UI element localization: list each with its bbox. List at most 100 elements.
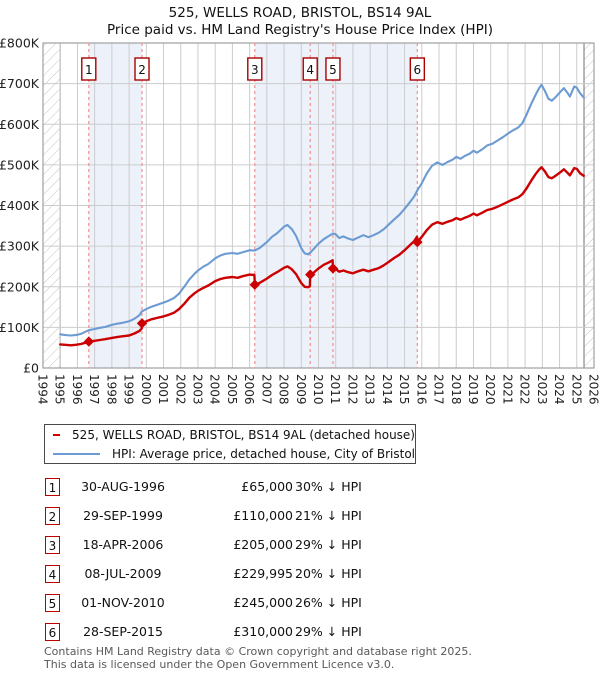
sale-number-label: 1 bbox=[85, 63, 93, 77]
x-axis-tick-label: 1995 bbox=[53, 374, 67, 405]
sale-vs-hpi: 20% ↓ HPI bbox=[295, 566, 362, 581]
y-axis-tick-label: £300K bbox=[0, 239, 40, 254]
sale-number-badge: 4 bbox=[45, 565, 60, 583]
license-footer: Contains HM Land Registry data © Crown c… bbox=[44, 645, 584, 671]
sale-vs-hpi: 29% ↓ HPI bbox=[295, 624, 362, 639]
x-axis-tick-label: 2018 bbox=[449, 374, 463, 405]
x-axis-tick-label: 1996 bbox=[70, 374, 84, 405]
x-axis-tick-label: 2005 bbox=[225, 374, 239, 405]
footer-line-2: This data is licensed under the Open Gov… bbox=[44, 657, 395, 671]
sale-price: £245,000 bbox=[233, 595, 293, 610]
sale-number-box bbox=[81, 57, 97, 81]
gridlines bbox=[42, 42, 595, 369]
x-axis-tick-label: 2009 bbox=[294, 374, 308, 405]
page-subtitle: Price paid vs. HM Land Registry's House … bbox=[107, 22, 493, 38]
legend-row-property: 525, WELLS ROAD, BRISTOL, BS14 9AL (deta… bbox=[45, 426, 415, 444]
y-axis-tick-label: £500K bbox=[0, 157, 40, 172]
y-axis-tick-label: £400K bbox=[0, 198, 40, 213]
y-axis-tick-label: £600K bbox=[0, 117, 40, 132]
sale-number-badge: 5 bbox=[45, 594, 60, 612]
legend-property-label: 525, WELLS ROAD, BRISTOL, BS14 9AL (deta… bbox=[72, 428, 415, 442]
x-axis-tick-label: 2000 bbox=[139, 374, 153, 405]
hpi-line-swatch bbox=[53, 453, 101, 455]
x-axis-tick-label: 2026 bbox=[587, 374, 600, 405]
sale-number-badge: 3 bbox=[45, 536, 60, 554]
sale-price: £205,000 bbox=[233, 537, 293, 552]
x-axis-tick-label: 1997 bbox=[87, 374, 101, 405]
x-axis-tick-label: 2019 bbox=[466, 374, 480, 405]
x-axis-tick-label: 2003 bbox=[190, 374, 204, 405]
x-axis-tick-label: 2011 bbox=[328, 374, 342, 405]
x-axis-tick-label: 2023 bbox=[535, 374, 549, 405]
x-axis-tick-label: 2002 bbox=[173, 374, 187, 405]
sale-point-marker bbox=[305, 269, 316, 280]
sale-point-marker bbox=[412, 236, 423, 248]
sale-number-box bbox=[409, 57, 426, 81]
table-row: 3 18-APR-2006 £205,000 29% ↓ HPI bbox=[45, 532, 565, 561]
x-axis-tick-label: 2024 bbox=[552, 374, 566, 405]
sale-date: 30-AUG-1996 bbox=[81, 479, 165, 494]
x-axis-tick-label: 2016 bbox=[414, 374, 428, 405]
y-axis-tick-label: £800K bbox=[0, 36, 40, 51]
x-axis-tick-label: 1998 bbox=[104, 374, 118, 405]
x-axis-tick-label: 2025 bbox=[569, 374, 583, 405]
sale-price: £229,995 bbox=[233, 566, 293, 581]
sale-number-box bbox=[247, 57, 263, 81]
x-axis-tick-label: 2001 bbox=[156, 374, 170, 405]
table-row: 5 01-NOV-2010 £245,000 26% ↓ HPI bbox=[45, 590, 565, 619]
x-axis-tick-label: 2007 bbox=[259, 374, 273, 405]
x-axis-tick-label: 2014 bbox=[380, 374, 394, 405]
sale-date: 08-JUL-2009 bbox=[84, 566, 162, 581]
sale-date: 29-SEP-1999 bbox=[83, 508, 163, 523]
y-axis-tick-label: £700K bbox=[0, 76, 40, 91]
x-axis-tick-label: 2022 bbox=[518, 374, 532, 405]
sale-price: £110,000 bbox=[233, 508, 293, 523]
legend-row-hpi: HPI: Average price, detached house, City… bbox=[45, 445, 415, 463]
sale-price: £310,000 bbox=[233, 624, 293, 639]
sale-number-badge: 2 bbox=[45, 507, 60, 525]
sale-vs-hpi: 21% ↓ HPI bbox=[295, 508, 362, 523]
sale-price: £65,000 bbox=[241, 479, 293, 494]
chart-legend: 525, WELLS ROAD, BRISTOL, BS14 9AL (deta… bbox=[44, 424, 416, 464]
sale-point-marker bbox=[327, 263, 339, 274]
sale-number-label: 4 bbox=[306, 63, 314, 77]
page-title: 525, WELLS ROAD, BRISTOL, BS14 9AL bbox=[168, 5, 432, 21]
sale-point-marker bbox=[83, 336, 95, 347]
sale-date: 18-APR-2006 bbox=[82, 537, 164, 552]
chart-header: 525, WELLS ROAD, BRISTOL, BS14 9AL Price… bbox=[0, 5, 600, 39]
footer-line-1: Contains HM Land Registry data © Crown c… bbox=[44, 645, 472, 658]
sale-vs-hpi: 30% ↓ HPI bbox=[295, 479, 362, 494]
x-axis-tick-label: 2004 bbox=[208, 374, 222, 405]
legend-hpi-label: HPI: Average price, detached house, City… bbox=[112, 447, 415, 461]
sale-number-label: 3 bbox=[251, 63, 259, 77]
table-row: 4 08-JUL-2009 £229,995 20% ↓ HPI bbox=[45, 561, 565, 590]
price-history-chart: 1 2 3 4 5 6 £0 £100K £200K £300K £400K £500K £600K £7… bbox=[0, 36, 600, 405]
sale-point-marker bbox=[249, 279, 260, 290]
x-axis-tick-label: 2012 bbox=[345, 374, 359, 405]
sale-point-marker bbox=[136, 318, 148, 329]
sale-vs-hpi: 29% ↓ HPI bbox=[295, 537, 362, 552]
x-axis-tick-label: 2008 bbox=[277, 374, 291, 405]
sale-number-label: 6 bbox=[414, 63, 422, 77]
hpi-line bbox=[59, 83, 585, 337]
sale-number-label: 5 bbox=[329, 63, 337, 77]
x-axis-tick-label: 2006 bbox=[242, 374, 256, 405]
y-axis-tick-label: £200K bbox=[0, 279, 40, 294]
x-axis-tick-label: 2017 bbox=[432, 374, 446, 405]
sale-date: 28-SEP-2015 bbox=[83, 624, 163, 639]
property-line-swatch bbox=[53, 434, 61, 436]
x-axis-tick-label: 2021 bbox=[500, 374, 514, 405]
y-axis-tick-label: £100K bbox=[0, 320, 40, 335]
x-axis-tick-label: 1994 bbox=[36, 374, 50, 405]
sale-number-badge: 1 bbox=[45, 478, 60, 496]
sale-vs-hpi: 26% ↓ HPI bbox=[295, 595, 362, 610]
x-axis-tick-label: 2010 bbox=[311, 374, 325, 405]
x-axis-tick-label: 2013 bbox=[363, 374, 377, 405]
sales-table: 1 30-AUG-1996 £65,000 30% ↓ HPI 2 29-SEP… bbox=[45, 474, 565, 648]
sale-number-box bbox=[134, 57, 150, 81]
x-axis-tick-label: 2020 bbox=[483, 374, 497, 405]
sale-number-box bbox=[325, 57, 341, 81]
table-row: 1 30-AUG-1996 £65,000 30% ↓ HPI bbox=[45, 474, 565, 503]
x-axis-tick-label: 2015 bbox=[397, 374, 411, 405]
